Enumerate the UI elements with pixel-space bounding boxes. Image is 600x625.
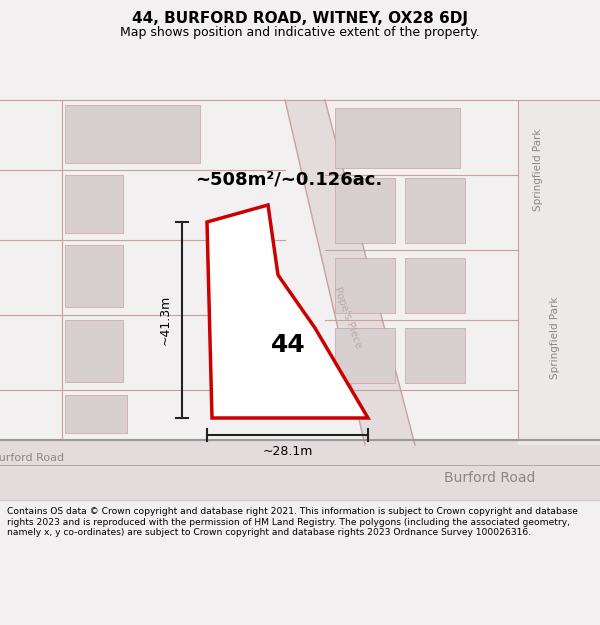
Text: 44: 44 — [271, 333, 305, 357]
Polygon shape — [207, 205, 368, 418]
Polygon shape — [65, 320, 123, 382]
Polygon shape — [335, 178, 395, 243]
Polygon shape — [65, 175, 123, 233]
Text: Map shows position and indicative extent of the property.: Map shows position and indicative extent… — [120, 26, 480, 39]
Polygon shape — [65, 245, 123, 307]
Polygon shape — [405, 178, 465, 243]
Text: ~508m²/~0.126ac.: ~508m²/~0.126ac. — [195, 171, 382, 189]
Text: Springfield Park: Springfield Park — [533, 129, 543, 211]
Text: Pope's Piece: Pope's Piece — [332, 286, 364, 350]
Text: ~41.3m: ~41.3m — [159, 295, 172, 345]
Polygon shape — [335, 258, 395, 313]
Polygon shape — [0, 440, 600, 500]
Polygon shape — [65, 395, 127, 433]
Text: Contains OS data © Crown copyright and database right 2021. This information is : Contains OS data © Crown copyright and d… — [7, 508, 578, 538]
Polygon shape — [335, 328, 395, 383]
Text: Burford Road: Burford Road — [0, 453, 65, 463]
Polygon shape — [285, 100, 415, 445]
Polygon shape — [335, 108, 460, 168]
Text: ~28.1m: ~28.1m — [262, 445, 313, 458]
Text: Burford Road: Burford Road — [445, 471, 536, 485]
Text: Springfield Park: Springfield Park — [550, 297, 560, 379]
Polygon shape — [405, 258, 465, 313]
Polygon shape — [518, 100, 600, 445]
Polygon shape — [65, 105, 200, 163]
Polygon shape — [405, 328, 465, 383]
Text: 44, BURFORD ROAD, WITNEY, OX28 6DJ: 44, BURFORD ROAD, WITNEY, OX28 6DJ — [132, 11, 468, 26]
